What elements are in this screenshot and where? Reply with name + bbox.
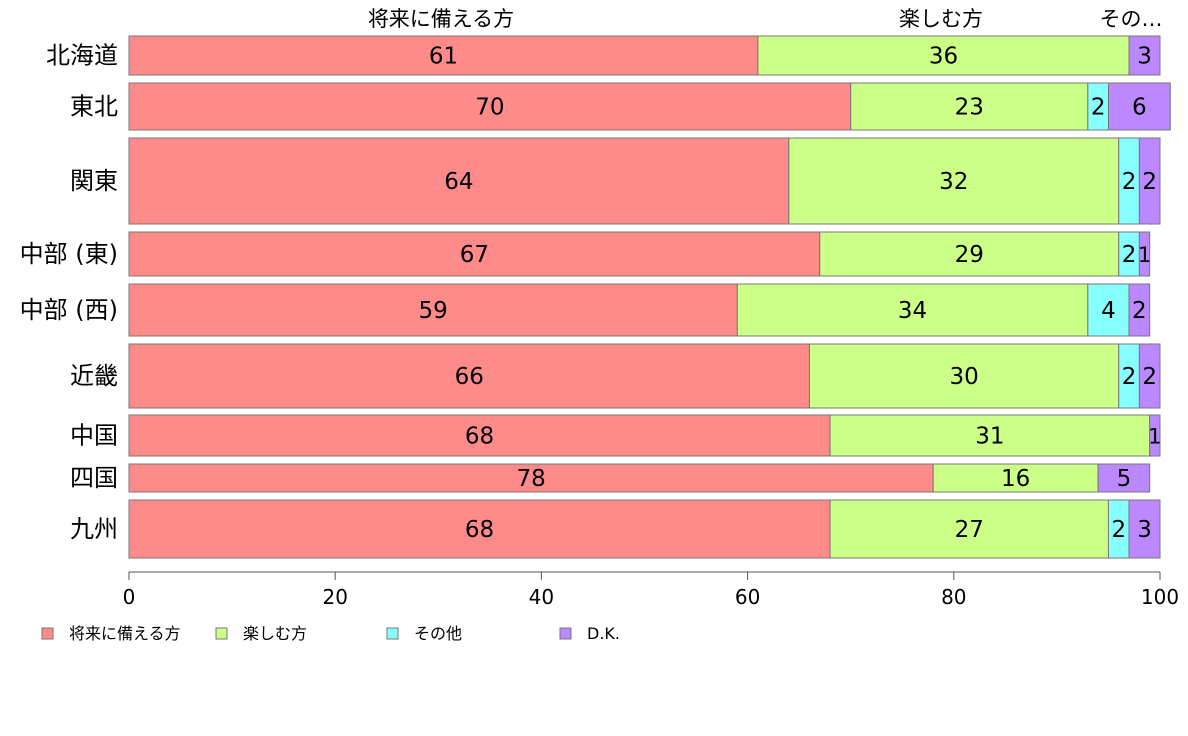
data-label: 66: [455, 364, 484, 390]
bar-segment: [1138, 231, 1151, 277]
bar-segment: [1128, 283, 1151, 337]
bar-segment: [128, 35, 759, 76]
data-label: 31: [975, 424, 1004, 450]
data-label: 70: [475, 95, 504, 121]
data-label: 27: [955, 517, 984, 543]
data-label: 2: [1122, 169, 1137, 195]
data-label: 1: [1148, 425, 1161, 449]
legend-label: その他: [414, 624, 462, 643]
data-label: 64: [444, 169, 473, 195]
data-label: 59: [419, 298, 448, 324]
bar-segment: [932, 463, 1099, 493]
data-label: 1: [1138, 243, 1151, 267]
x-tick-label: 40: [529, 585, 554, 609]
legend-swatch: [215, 627, 228, 640]
data-label: 6: [1132, 95, 1147, 121]
category-label: 九州: [70, 515, 118, 543]
data-label: 68: [465, 424, 494, 450]
top-labels: 将来に備える方 楽しむ方 その…: [368, 7, 1163, 31]
x-tick-label: 0: [123, 585, 136, 609]
category-label: 東北: [70, 93, 118, 121]
data-label: 4: [1101, 298, 1116, 324]
plot-area: 北海道 61 36 3東北 70 23 2 6関東 64 32 2 2中部 (東) 67 29 2 1中部 (…: [20, 35, 1171, 559]
data-label: 2: [1111, 517, 1126, 543]
bar-segment: [128, 414, 831, 457]
x-tick-label: 80: [941, 585, 966, 609]
top-label-enjoy: 楽しむ方: [899, 7, 983, 31]
bar-segment: [808, 343, 1120, 409]
category-label: 中部 (西): [20, 296, 118, 324]
bar-segment: [1087, 283, 1130, 337]
bar-segment: [1107, 82, 1171, 131]
category-label: 中国: [70, 422, 118, 450]
bar-segment: [819, 231, 1120, 277]
data-label: 30: [949, 364, 978, 390]
category-label: 近畿: [70, 362, 118, 390]
bar-segment: [128, 283, 738, 337]
data-label: 29: [955, 242, 984, 268]
legend: 将来に備える方 楽しむ方 その他 D.K.: [41, 624, 620, 643]
bar-segment: [1097, 463, 1151, 493]
data-label: 3: [1137, 44, 1152, 70]
legend-swatch: [41, 627, 54, 640]
x-axis: 0 20 40 60 80 100: [123, 571, 1179, 609]
data-label: 23: [955, 95, 984, 121]
data-label: 2: [1122, 242, 1137, 268]
legend-label: 将来に備える方: [69, 624, 181, 643]
data-label: 2: [1122, 364, 1137, 390]
bar-segment: [1138, 343, 1161, 409]
data-label: 16: [1001, 466, 1030, 492]
legend-label: D.K.: [587, 624, 620, 643]
data-label: 32: [939, 169, 968, 195]
bar-segment: [128, 137, 790, 225]
bar-segment: [850, 82, 1089, 131]
x-tick-label: 60: [735, 585, 760, 609]
data-label: 5: [1117, 466, 1132, 492]
bar-segment: [128, 463, 934, 493]
x-tick-label: 20: [322, 585, 347, 609]
data-label: 78: [516, 466, 545, 492]
bar-segment: [128, 231, 821, 277]
bar-segment: [1149, 414, 1161, 457]
data-label: 36: [929, 44, 958, 70]
data-label: 34: [898, 298, 927, 324]
bar-segment: [128, 499, 831, 559]
data-label: 2: [1132, 298, 1147, 324]
data-label: 3: [1137, 517, 1152, 543]
legend-swatch: [386, 627, 399, 640]
bar-segment: [1128, 499, 1161, 559]
category-label: 北海道: [46, 42, 118, 70]
category-label: 四国: [70, 464, 118, 492]
category-label: 中部 (東): [20, 240, 118, 268]
bar-segment: [788, 137, 1120, 225]
data-label: 2: [1091, 95, 1106, 121]
data-label: 61: [429, 44, 458, 70]
bar-segment: [1128, 35, 1161, 76]
legend-swatch: [559, 627, 572, 640]
bar-segment: [829, 499, 1109, 559]
data-label: 68: [465, 517, 494, 543]
legend-label: 楽しむ方: [243, 624, 307, 643]
x-tick-label: 100: [1141, 585, 1179, 609]
top-label-other: その…: [1100, 7, 1163, 31]
bar-segment: [1138, 137, 1161, 225]
category-label: 関東: [70, 167, 118, 195]
bar-segment: [736, 283, 1089, 337]
bar-segment: [128, 343, 810, 409]
data-label: 2: [1142, 364, 1157, 390]
data-label: 67: [460, 242, 489, 268]
bar-segment: [757, 35, 1130, 76]
data-label: 2: [1142, 169, 1157, 195]
bar-segment: [128, 82, 852, 131]
top-label-future: 将来に備える方: [368, 7, 514, 31]
